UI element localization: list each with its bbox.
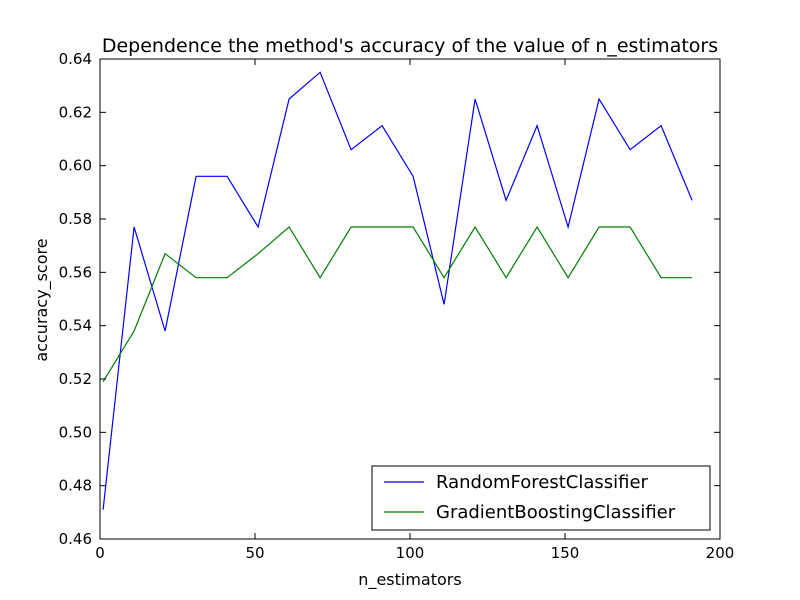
x-tick-label: 200	[706, 544, 735, 562]
series-line-random-forest	[102, 71, 693, 510]
y-tick-label: 0.62	[59, 103, 92, 121]
y-tick-label: 0.54	[59, 317, 92, 335]
legend-label: RandomForestClassifier	[436, 472, 649, 493]
x-tick-label: 50	[245, 544, 264, 562]
y-tick-label: 0.58	[59, 210, 92, 228]
y-tick-label: 0.52	[59, 370, 92, 388]
legend-label: GradientBoostingClassifier	[436, 502, 676, 523]
ticks-layer: 0 50 100 150 200 0.46 0.48 0.50 0.52 0.54 0.56 0.58…	[59, 50, 735, 562]
y-tick-label: 0.60	[59, 157, 92, 175]
y-tick-label: 0.48	[59, 477, 92, 495]
y-axis-label: accuracy_score	[32, 238, 52, 361]
chart-title: Dependence the method's accuracy of the …	[102, 35, 718, 57]
legend: RandomForestClassifier GradientBoostingCl…	[371, 465, 711, 531]
legend-box	[371, 465, 711, 531]
x-tick-label: 150	[551, 544, 580, 562]
x-tick-label: 0	[95, 544, 105, 562]
y-tick-label: 0.56	[59, 263, 92, 281]
x-axis-label: n_estimators	[358, 570, 461, 590]
series-line-gradient-boosting	[102, 225, 693, 382]
series-layer	[102, 71, 693, 510]
x-tick-label: 100	[396, 544, 425, 562]
y-tick-label: 0.50	[59, 423, 92, 441]
y-tick-label: 0.46	[59, 530, 92, 548]
y-tick-label: 0.64	[59, 50, 92, 68]
